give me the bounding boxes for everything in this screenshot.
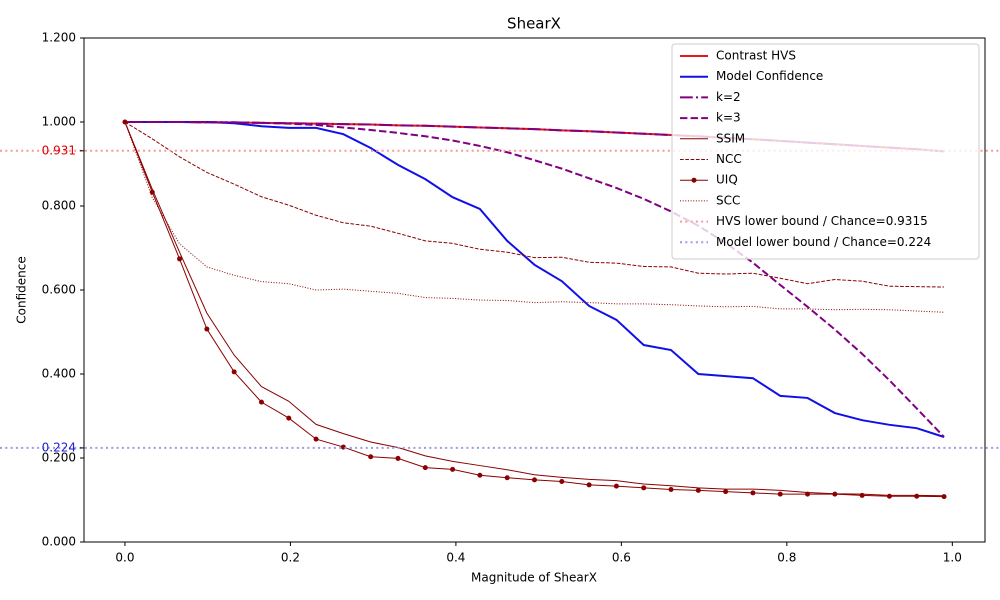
legend-box <box>671 43 980 260</box>
x-tick-label: 0.0 <box>115 551 134 565</box>
legend-label: NCC <box>716 152 742 166</box>
x-tick-label: 0.6 <box>612 551 631 565</box>
series-marker <box>149 189 155 195</box>
series-marker <box>559 479 565 485</box>
series-marker <box>695 487 701 493</box>
legend-marker <box>691 177 697 183</box>
series-line <box>124 121 945 288</box>
series-marker <box>668 487 674 492</box>
x-tick-label: 0.2 <box>281 551 300 565</box>
series-marker <box>832 491 838 497</box>
bound-tick-label: 0.931 <box>42 143 76 157</box>
series-marker <box>477 472 483 478</box>
legend-label: k=2 <box>716 90 741 104</box>
series-line <box>124 121 945 438</box>
bound-tick-label: 0.224 <box>42 440 76 454</box>
legend-label: HVS lower bound / Chance=0.9315 <box>716 214 928 228</box>
series-marker <box>286 415 292 421</box>
legend-label: SSIM <box>716 131 745 145</box>
series-marker <box>777 491 783 497</box>
series-marker <box>368 454 374 460</box>
series-marker <box>450 466 456 472</box>
x-tick-label: 0.8 <box>777 551 796 565</box>
series-line <box>124 121 945 313</box>
series-marker <box>914 493 920 499</box>
series-marker <box>723 489 729 495</box>
chart-title: ShearX <box>507 15 561 33</box>
series-marker <box>231 369 237 375</box>
x-tick-label: 0.4 <box>446 551 465 565</box>
y-tick-label: 1.000 <box>42 115 76 129</box>
y-tick-label: 0.600 <box>42 283 76 297</box>
series-marker <box>204 326 210 332</box>
x-axis-label: Magnitude of ShearX <box>471 571 597 585</box>
plot-area <box>122 119 947 500</box>
x-tick-label: 1.0 <box>943 551 962 565</box>
series-marker <box>177 256 183 262</box>
y-tick-label: 1.200 <box>42 31 76 45</box>
series-marker <box>859 492 865 498</box>
series-marker <box>504 475 510 481</box>
series-marker <box>886 493 892 499</box>
y-axis-label: Confidence <box>15 256 29 323</box>
series-marker <box>805 491 811 497</box>
legend-label: Model Confidence <box>716 69 823 83</box>
plot-frame <box>83 37 986 543</box>
legend-label: Model lower bound / Chance=0.224 <box>716 235 931 249</box>
series-marker <box>750 490 756 496</box>
series-marker <box>586 482 592 488</box>
series-marker <box>422 465 428 471</box>
series-marker <box>395 455 401 461</box>
y-tick-label: 0.200 <box>42 451 76 465</box>
series-marker <box>313 436 319 442</box>
series-marker <box>258 399 264 405</box>
legend-label: k=3 <box>716 111 741 125</box>
y-tick-label: 0.400 <box>42 367 76 381</box>
series-line <box>124 121 945 438</box>
series-marker <box>613 483 619 489</box>
series-marker <box>641 485 647 491</box>
legend-label: UIQ <box>716 173 738 187</box>
legend-label: SCC <box>716 193 740 207</box>
legend-label: Contrast HVS <box>716 49 796 63</box>
series-marker <box>532 477 537 483</box>
series-marker <box>941 494 947 500</box>
y-tick-label: 0.800 <box>42 199 76 213</box>
y-tick-label: 0.000 <box>42 535 76 549</box>
